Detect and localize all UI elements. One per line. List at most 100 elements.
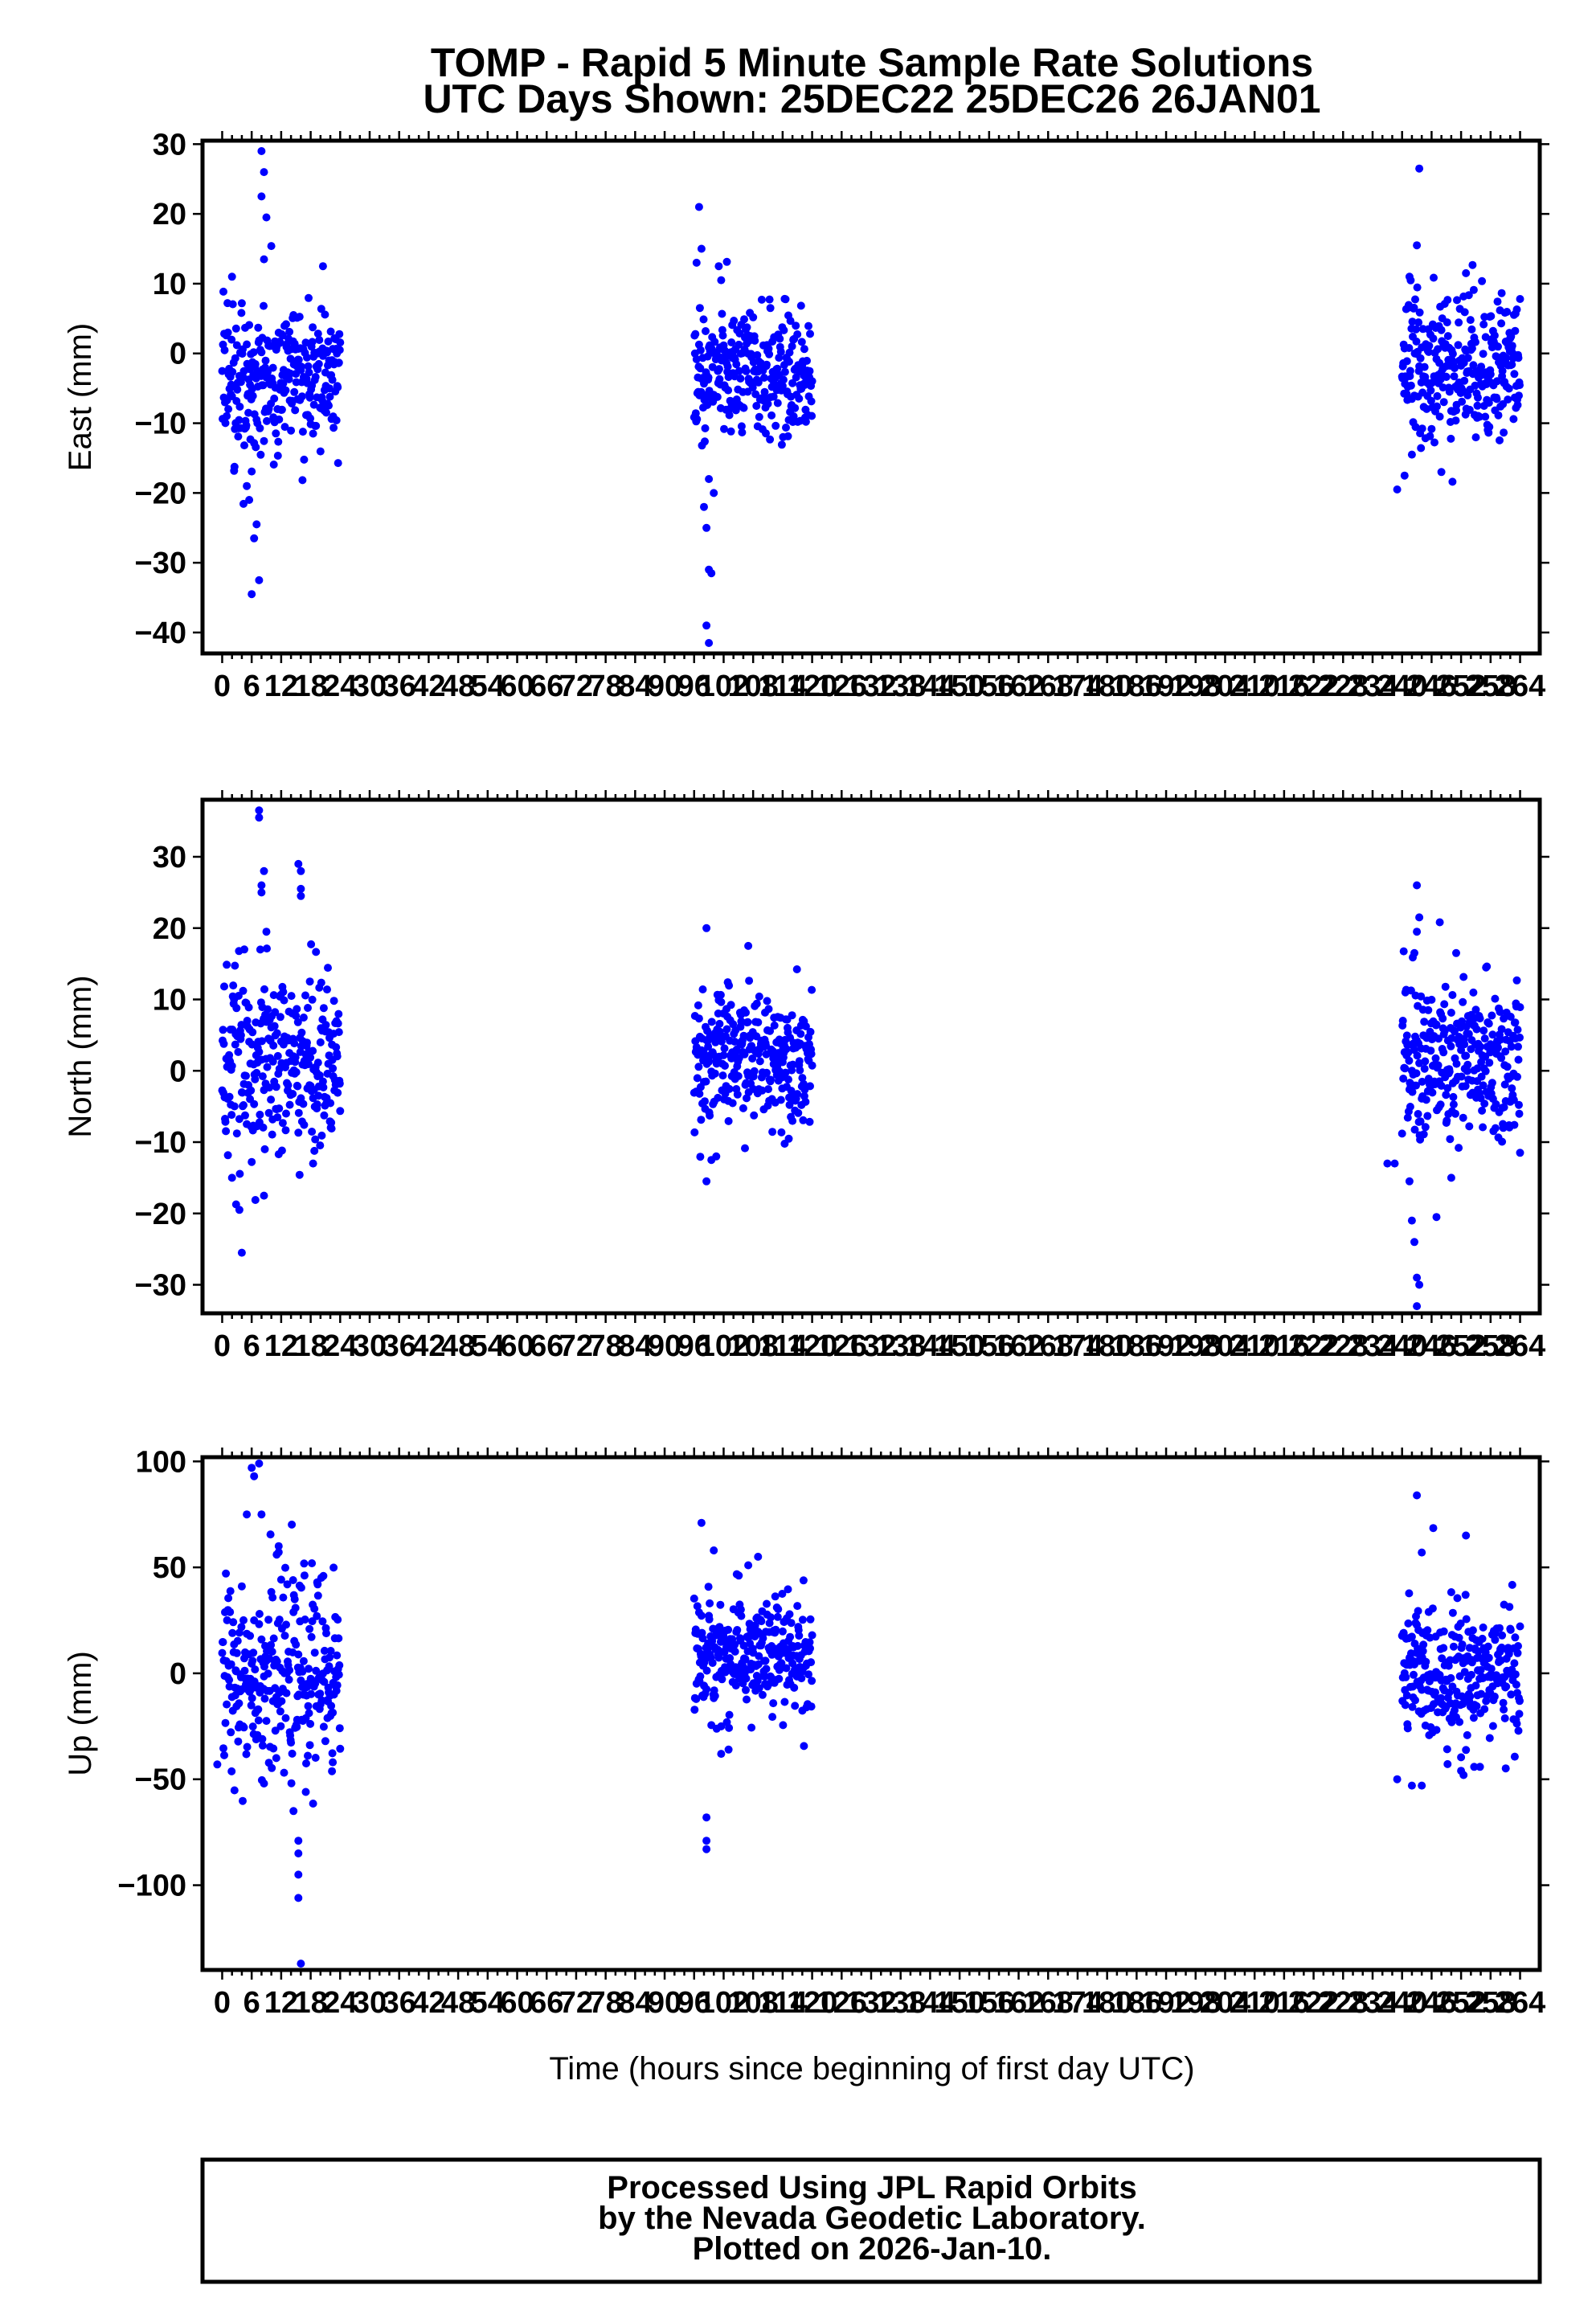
x-tick-label: 30: [353, 1986, 387, 2020]
data-point: [712, 1059, 721, 1068]
x-tick-label: 0: [214, 1986, 231, 2020]
x-tick-label: 120: [787, 1986, 837, 2020]
data-point: [308, 1128, 317, 1136]
data-point: [1511, 326, 1520, 335]
data-point: [735, 340, 743, 349]
data-point: [243, 1017, 252, 1025]
data-point: [1405, 344, 1414, 352]
data-point: [261, 356, 270, 365]
data-point: [719, 1050, 728, 1059]
data-point: [273, 1113, 282, 1122]
x-tick-label: 150: [934, 1986, 984, 2020]
data-point: [243, 481, 252, 490]
data-point: [254, 1705, 263, 1714]
data-point: [273, 452, 282, 460]
data-point: [1433, 391, 1442, 400]
data-point: [242, 421, 251, 430]
data-point: [221, 1117, 230, 1126]
data-point: [269, 1041, 278, 1050]
data-point: [272, 1754, 280, 1763]
data-point: [303, 353, 311, 362]
x-tick-label: 180: [1082, 1986, 1132, 2020]
data-point: [213, 1760, 222, 1769]
data-point: [763, 997, 771, 1005]
data-point: [328, 1767, 337, 1775]
data-point: [277, 405, 286, 414]
data-point: [325, 1662, 334, 1671]
data-point: [744, 941, 753, 950]
data-point: [771, 1592, 780, 1601]
x-tick-label: 246: [1406, 670, 1457, 703]
data-point: [771, 1625, 780, 1634]
data-point: [796, 1030, 805, 1038]
data-point: [234, 432, 243, 441]
x-tick-label: 246: [1406, 1986, 1457, 2020]
data-point: [1465, 405, 1474, 414]
data-point: [808, 1061, 816, 1070]
data-point: [1403, 1724, 1412, 1733]
data-point: [702, 1813, 711, 1822]
data-point: [220, 982, 228, 991]
x-tick-label: 132: [845, 1329, 896, 1363]
data-point: [722, 1025, 731, 1034]
data-point: [250, 1472, 259, 1480]
data-point: [1461, 1082, 1470, 1091]
data-point: [755, 1652, 763, 1661]
data-point: [285, 1100, 294, 1109]
data-point: [797, 1674, 806, 1683]
data-point: [272, 1083, 280, 1091]
data-point: [799, 1576, 808, 1585]
data-point: [1402, 1031, 1411, 1040]
data-point: [1411, 1696, 1419, 1705]
data-point: [1475, 1763, 1484, 1771]
x-tick-label: 18: [293, 670, 327, 703]
x-tick-label: 54: [471, 1329, 505, 1363]
data-point: [291, 1603, 300, 1612]
x-tick-label: 60: [500, 670, 534, 703]
data-point: [735, 1571, 743, 1580]
data-point: [1451, 364, 1459, 372]
data-point: [1413, 928, 1422, 936]
data-point: [1494, 342, 1502, 351]
data-point: [696, 1672, 705, 1681]
data-point: [297, 1960, 305, 1968]
data-point: [304, 1004, 312, 1012]
data-point: [259, 1123, 268, 1132]
data-point: [322, 408, 330, 417]
data-point: [705, 639, 714, 647]
data-point: [1420, 1018, 1429, 1026]
data-point: [776, 347, 785, 356]
footer-box: Processed Using JPL Rapid Orbits by the …: [200, 2157, 1542, 2284]
data-point: [286, 369, 295, 378]
data-point: [1487, 312, 1496, 321]
data-point: [1462, 1051, 1471, 1060]
data-point: [755, 1057, 764, 1066]
data-point: [1427, 424, 1436, 433]
data-point: [248, 467, 256, 476]
x-tick-label: 12: [264, 1986, 298, 2020]
data-point: [782, 1664, 791, 1673]
data-point: [1415, 1280, 1424, 1289]
data-point: [742, 1674, 751, 1683]
data-point: [268, 1763, 276, 1772]
data-point: [1451, 1706, 1459, 1714]
data-point: [305, 293, 313, 302]
data-point: [808, 412, 816, 420]
data-point: [284, 1675, 293, 1684]
data-point: [788, 1116, 797, 1125]
data-point: [1478, 1634, 1487, 1643]
data-point: [250, 534, 259, 543]
data-point: [297, 1676, 305, 1685]
data-point: [1460, 1668, 1469, 1677]
x-tick-label: 222: [1288, 1986, 1339, 2020]
data-point: [310, 1604, 319, 1613]
data-point: [1437, 326, 1446, 334]
data-point: [255, 1047, 264, 1056]
data-point: [785, 358, 793, 366]
data-point: [694, 1014, 703, 1023]
data-point: [704, 1583, 713, 1591]
data-point: [1454, 341, 1463, 350]
data-point: [775, 1674, 784, 1683]
data-point: [305, 1624, 314, 1633]
data-point: [1513, 400, 1522, 409]
